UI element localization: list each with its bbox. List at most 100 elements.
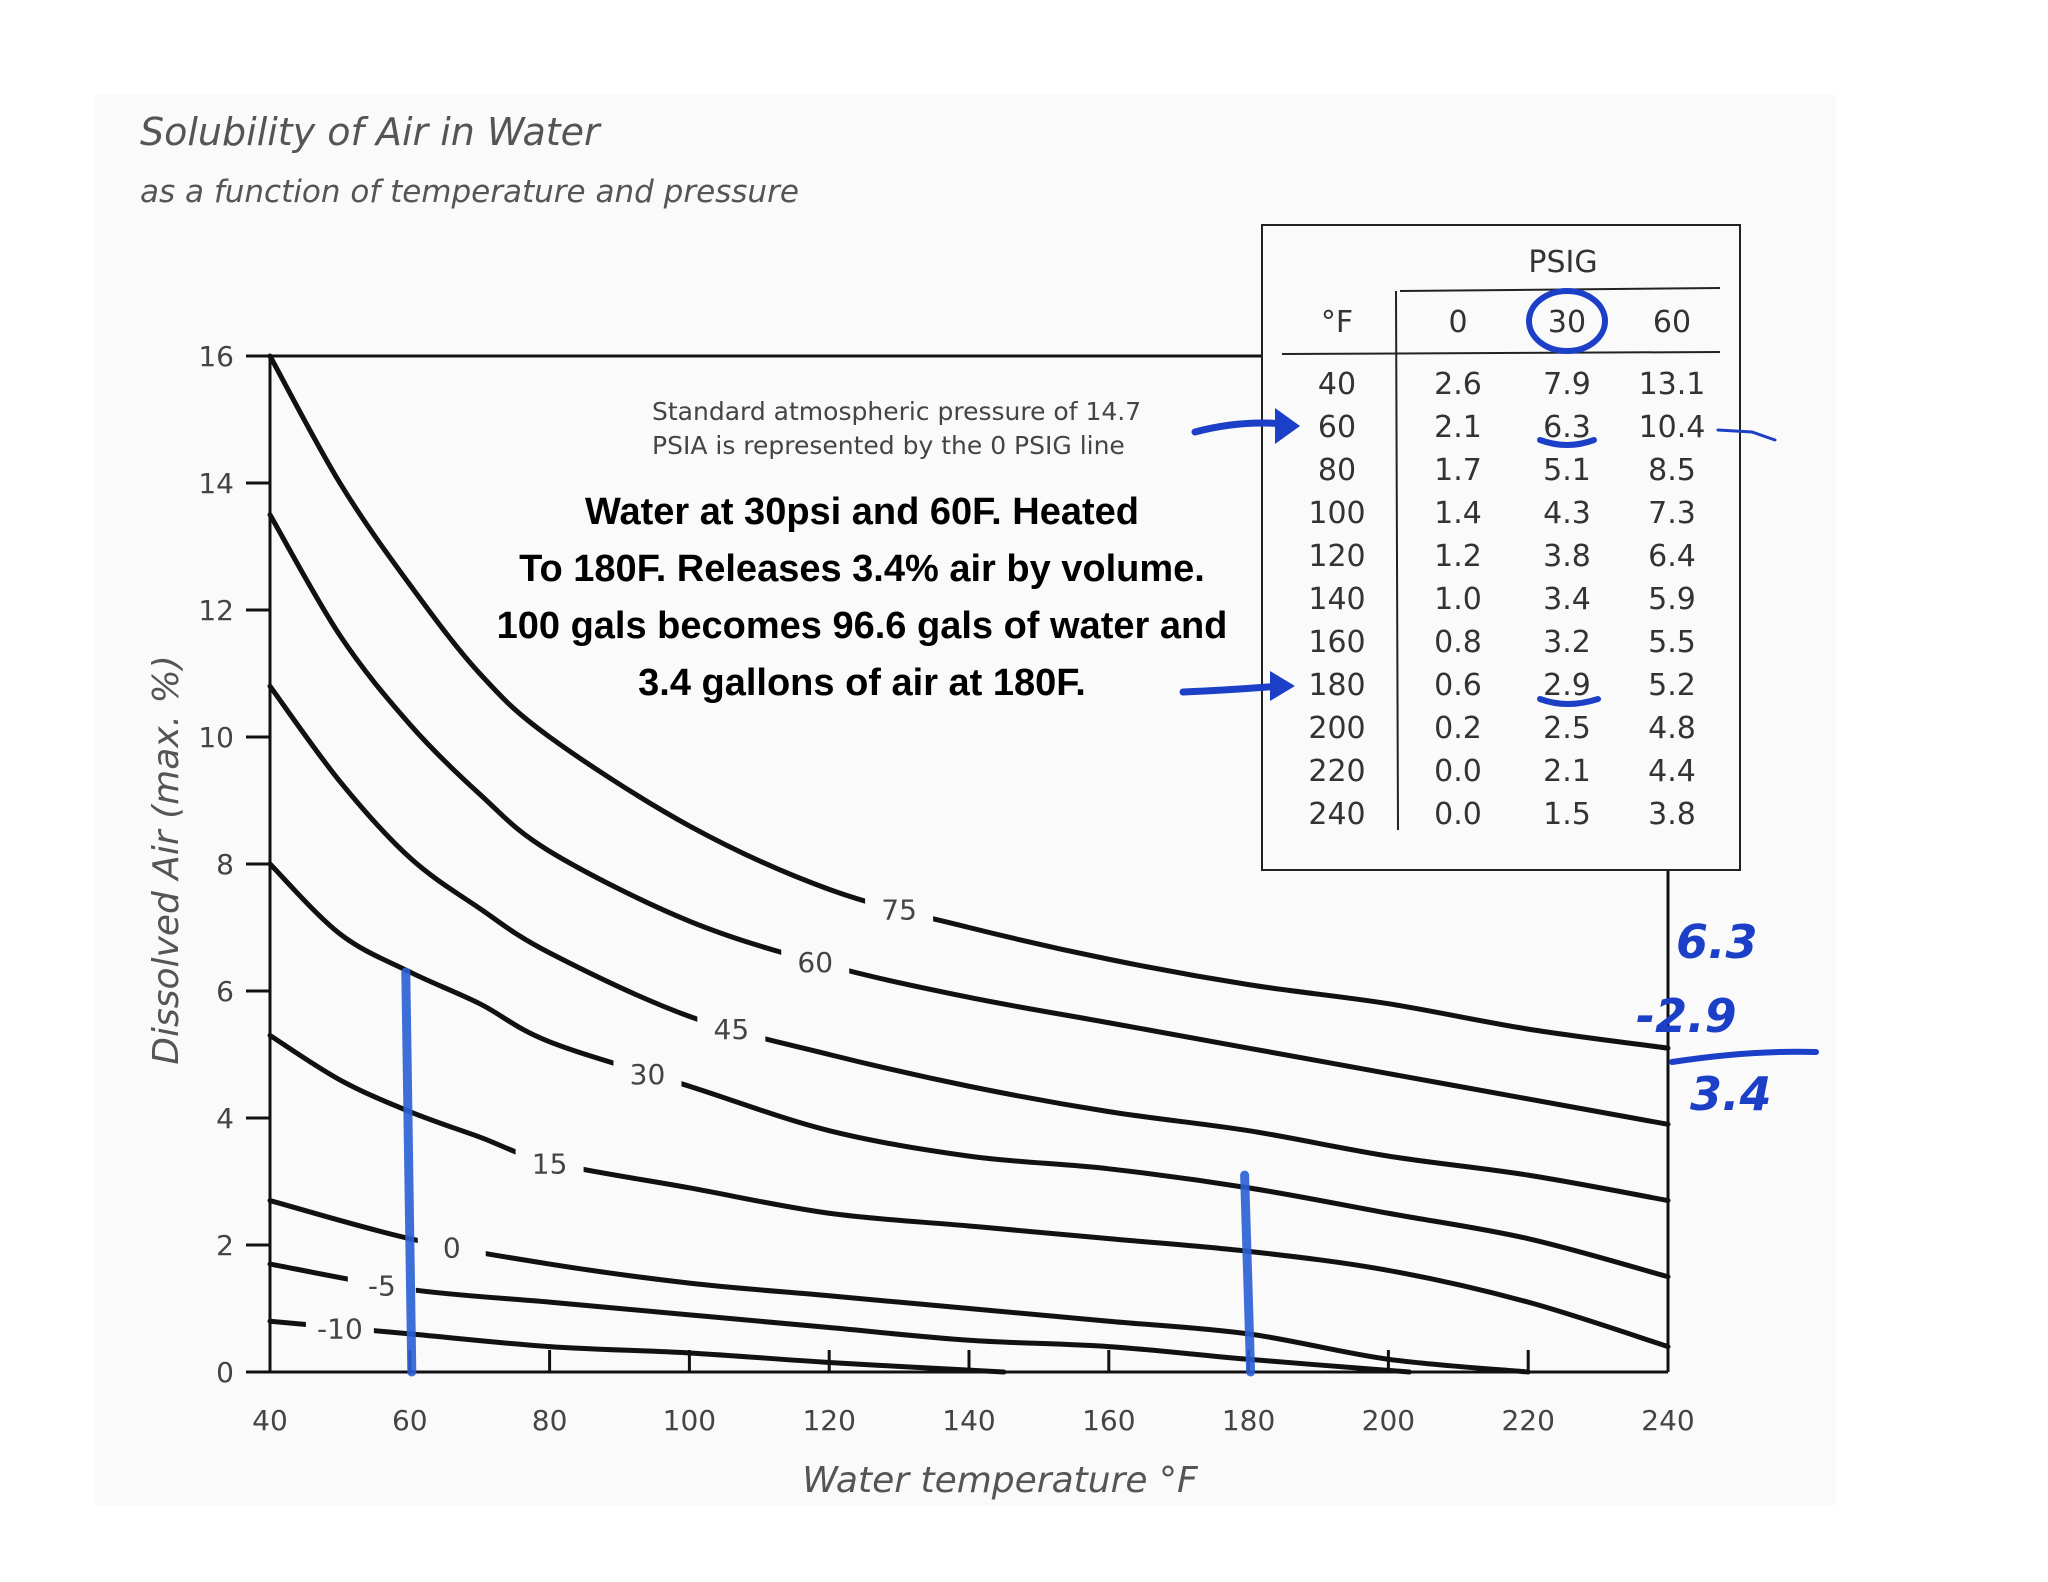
curve-psig-15 xyxy=(267,1032,1671,1350)
table-cell: 7.3 xyxy=(1648,496,1696,531)
table-cell: 220 xyxy=(1308,754,1365,789)
table-cell: 1.2 xyxy=(1434,539,1482,574)
annotation-text: Water at 30psi and 60F. Heated To 180F. R… xyxy=(497,491,1228,704)
table-frame xyxy=(1261,224,1741,871)
table-cell: 5.2 xyxy=(1648,668,1696,703)
table-cell: 4.8 xyxy=(1648,711,1696,746)
table-cell: 60 xyxy=(1318,410,1356,445)
table-cell: 1.7 xyxy=(1434,453,1482,488)
table-cell: 0.8 xyxy=(1434,625,1482,660)
blue-arrows xyxy=(1179,408,1777,701)
markers-layer xyxy=(401,967,1256,1377)
mark-10-4 xyxy=(1716,428,1777,442)
y-tick-label: 16 xyxy=(198,340,234,373)
curve-label-bg xyxy=(347,1262,416,1307)
x-tick-label: 80 xyxy=(532,1404,568,1437)
x-tick-label: 240 xyxy=(1641,1404,1694,1437)
x-tick-label: 220 xyxy=(1501,1404,1554,1437)
table-cell: 5.1 xyxy=(1543,453,1591,488)
curve-label-bg xyxy=(417,1224,486,1269)
curve-label-30: 30 xyxy=(630,1058,666,1091)
x-tick-label: 100 xyxy=(663,1404,716,1437)
circle-30-psig xyxy=(1526,288,1608,354)
table-col-header: 30 xyxy=(1548,305,1586,340)
table-col-header: °F xyxy=(1321,305,1353,340)
x-tick-label: 120 xyxy=(802,1404,855,1437)
curve-psig-75 xyxy=(267,353,1671,1051)
note-line: PSIA is represented by the 0 PSIG line xyxy=(652,431,1125,460)
y-tick-label: 10 xyxy=(198,721,234,754)
handwritten-minus: -2.9 xyxy=(1636,989,1737,1043)
table-cell: 3.8 xyxy=(1648,797,1696,832)
table-cell: 2.9 xyxy=(1543,668,1591,703)
handwritten-top: 6.3 xyxy=(1676,915,1758,969)
table-cell: 6.4 xyxy=(1648,539,1696,574)
table-cell: 200 xyxy=(1308,711,1365,746)
x-tick-label: 160 xyxy=(1082,1404,1135,1437)
table-cell: 3.8 xyxy=(1543,539,1591,574)
curve-label--5: -5 xyxy=(368,1269,396,1302)
y-tick-label: 14 xyxy=(198,467,234,500)
curve-psig-45 xyxy=(267,683,1671,1204)
handwritten-result: 3.4 xyxy=(1690,1067,1772,1121)
table-cell: 2.1 xyxy=(1434,410,1482,445)
table-cell: 1.0 xyxy=(1434,582,1482,617)
table-cell: 6.3 xyxy=(1543,410,1591,445)
annotation-line: 100 gals becomes 96.6 gals of water and xyxy=(497,605,1228,647)
curve-label-bg xyxy=(305,1305,374,1350)
table-col-header: 0 xyxy=(1448,305,1467,340)
table-cell: 2.5 xyxy=(1543,711,1591,746)
table-cell: 3.4 xyxy=(1543,582,1591,617)
y-tick-label: 6 xyxy=(216,975,234,1008)
y-tick-label: 2 xyxy=(216,1229,234,1262)
y-tick-label: 12 xyxy=(198,594,234,627)
table-cell: 10.4 xyxy=(1639,410,1706,445)
atmospheric-note: Standard atmospheric pressure of 14.7 PSI… xyxy=(652,397,1141,460)
annotation-line: To 180F. Releases 3.4% air by volume. xyxy=(519,548,1205,590)
underline-6-3 xyxy=(1537,437,1597,448)
curve-label-45: 45 xyxy=(714,1013,750,1046)
table-cell: 1.4 xyxy=(1434,496,1482,531)
x-tick-label: 180 xyxy=(1222,1404,1275,1437)
table-cell: 140 xyxy=(1308,582,1365,617)
curve-label-bg xyxy=(865,886,934,931)
curve-label-75: 75 xyxy=(881,893,917,926)
table-col-header: 60 xyxy=(1653,305,1691,340)
table-cell: 1.5 xyxy=(1543,797,1591,832)
chart-subtitle: as a function of temperature and pressur… xyxy=(140,174,799,210)
table-cell: 13.1 xyxy=(1639,367,1706,402)
underline-2-9 xyxy=(1537,696,1601,707)
note-line: Standard atmospheric pressure of 14.7 xyxy=(652,397,1141,426)
curve-psig--5 xyxy=(267,1261,1412,1375)
y-axis-label: Dissolved Air (max. %) xyxy=(146,655,187,1065)
curve-label-15: 15 xyxy=(532,1147,568,1180)
marker-line-60 xyxy=(401,967,417,1377)
handwritten-rule xyxy=(1669,1048,1819,1065)
table-cell: 4.3 xyxy=(1543,496,1591,531)
curve-label-bg xyxy=(515,1140,584,1185)
y-tick-label: 0 xyxy=(216,1356,234,1389)
table-cell: 100 xyxy=(1308,496,1365,531)
table-cell: 0.6 xyxy=(1434,668,1482,703)
curve-label-60: 60 xyxy=(797,946,833,979)
table-cell: 120 xyxy=(1308,539,1365,574)
table-cell: 5.9 xyxy=(1648,582,1696,617)
x-tick-label: 60 xyxy=(392,1404,428,1437)
handwritten-calc: 6.3 -2.9 3.4 xyxy=(1636,915,1819,1121)
table-cell: 0.0 xyxy=(1434,797,1482,832)
table-cell: 4.4 xyxy=(1648,754,1696,789)
curve-psig-30 xyxy=(267,861,1671,1280)
table-cell: 240 xyxy=(1308,797,1365,832)
table-cell: 2.6 xyxy=(1434,367,1482,402)
x-axis-label: Water temperature °F xyxy=(802,1460,1199,1501)
y-tick-label: 4 xyxy=(216,1102,234,1135)
table-cell: 40 xyxy=(1318,367,1356,402)
table-cell: 180 xyxy=(1308,668,1365,703)
psig-table: PSIG °F 0 30 60 40 2.6 7.9 13.1 60 2.1 6.3 10.4 80 1.7… xyxy=(1261,224,1741,871)
marker-line-180 xyxy=(1240,1170,1256,1377)
table-cell: 2.1 xyxy=(1543,754,1591,789)
table-cell: 0.2 xyxy=(1434,711,1482,746)
table-col-divider xyxy=(1395,290,1399,831)
arrow-60-head xyxy=(1275,408,1300,444)
